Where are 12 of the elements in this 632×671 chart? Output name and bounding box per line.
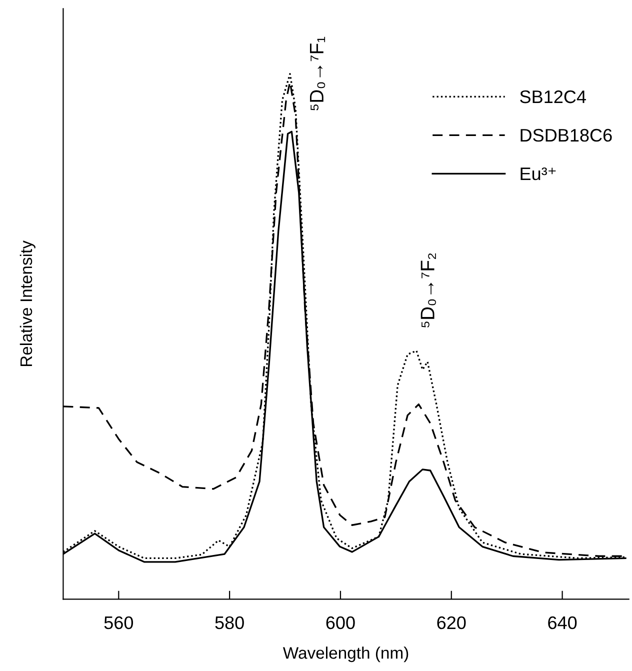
x-tick-label: 560 [104, 616, 134, 630]
x-tick-label: 640 [548, 616, 577, 630]
x-tick-label: 600 [326, 616, 355, 630]
annotation: ⁵D₀→⁷F₂ [420, 253, 436, 328]
x-tick-label: 620 [437, 616, 466, 630]
annotation: ⁵D₀→⁷F₁ [310, 36, 326, 110]
x-tick-label: 580 [215, 616, 244, 630]
legend-label: SB12C4 [520, 90, 586, 104]
legend-label: Eu³⁺ [520, 167, 556, 180]
x-axis-title: Wavelength (nm) [282, 646, 408, 662]
y-axis-title: Relative Intensity [20, 240, 36, 366]
legend-label: DSDB18C6 [520, 128, 612, 142]
